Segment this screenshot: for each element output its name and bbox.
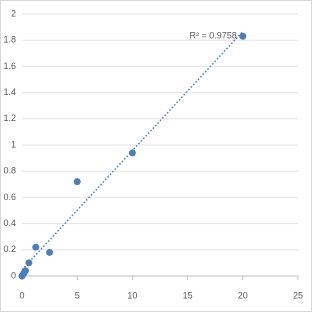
chart: 00.20.40.60.811.21.41.61.820 5 10 15 20 25R² … — [0, 0, 312, 312]
y-tick-label: 2 — [11, 8, 16, 18]
data-point — [73, 178, 81, 186]
y-tick-label: 0 — [11, 270, 16, 280]
y-tick-label: 1.6 — [3, 61, 16, 71]
x-tick-label: 20 — [238, 290, 248, 300]
y-tick-label: 0.6 — [3, 192, 16, 202]
data-point — [25, 259, 33, 267]
y-tick-label: 1.2 — [3, 113, 16, 123]
chart-border — [0, 0, 312, 312]
y-tick-label: 1 — [11, 139, 16, 149]
x-tick-label: 0 — [19, 290, 24, 300]
y-tick-label: 0.8 — [3, 166, 16, 176]
annotation: R² = 0.9758 — [190, 31, 237, 41]
x-tick-label: 5 — [75, 290, 80, 300]
data-point — [128, 149, 136, 157]
x-tick-label: 15 — [183, 290, 193, 300]
x-tick-label: 10 — [127, 290, 137, 300]
y-tick-label: 0.4 — [3, 218, 16, 228]
data-point — [32, 243, 40, 251]
y-tick-label: 0.2 — [3, 244, 16, 254]
data-point — [21, 267, 29, 275]
x-tick-label: 25 — [293, 290, 303, 300]
y-tick-label: 1.8 — [3, 35, 16, 45]
y-tick-label: 1.4 — [3, 87, 16, 97]
data-point — [239, 32, 247, 40]
data-point — [46, 248, 54, 256]
